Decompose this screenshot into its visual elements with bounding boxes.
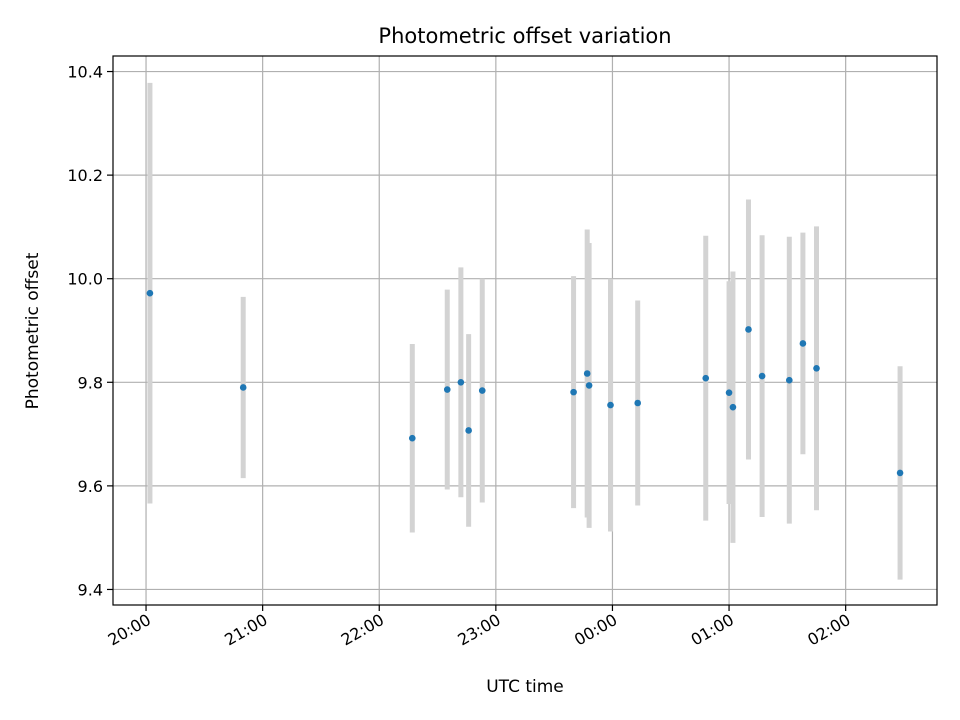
data-point xyxy=(465,427,472,434)
y-axis-label: Photometric offset xyxy=(23,252,43,409)
plot-frame xyxy=(112,55,938,606)
data-point xyxy=(443,386,451,393)
data-point xyxy=(702,374,710,382)
x-tick-label: 01:00 xyxy=(688,610,737,650)
x-tick-label: 23:00 xyxy=(454,610,503,650)
data-point xyxy=(146,289,154,297)
data-point xyxy=(478,387,486,394)
data-point xyxy=(725,389,733,396)
data-point xyxy=(585,382,593,389)
y-tick-label: 9.8 xyxy=(78,373,103,392)
data-point xyxy=(813,365,820,372)
x-tick-label: 00:00 xyxy=(571,610,620,650)
data-point xyxy=(607,401,614,409)
data-points xyxy=(146,289,904,477)
x-tick-label: 20:00 xyxy=(105,610,154,650)
data-point xyxy=(239,384,247,391)
y-axis-ticks: 9.4 9.6 9.8 10.0 10.2 10.4 xyxy=(67,63,113,599)
y-tick-label: 10.4 xyxy=(67,63,103,82)
x-axis-ticks: 20:00 21:00 22:00 23:00 00:00 01:00 02:00 xyxy=(105,605,854,650)
data-point xyxy=(570,388,577,396)
grid xyxy=(113,56,937,605)
y-tick-label: 9.4 xyxy=(78,580,103,599)
chart-title: Photometric offset variation xyxy=(378,24,671,48)
y-tick-label: 10.2 xyxy=(67,166,103,185)
data-point xyxy=(896,469,904,477)
data-point xyxy=(408,434,416,442)
x-axis-label: UTC time xyxy=(486,677,564,697)
y-tick-label: 9.6 xyxy=(78,477,103,496)
x-tick-label: 02:00 xyxy=(804,610,853,650)
data-point xyxy=(799,340,807,347)
data-point xyxy=(745,326,752,333)
data-point xyxy=(583,370,591,377)
x-tick-label: 21:00 xyxy=(221,610,270,650)
data-point xyxy=(634,399,642,407)
data-point xyxy=(758,372,766,380)
data-point xyxy=(729,403,737,411)
x-tick-label: 22:00 xyxy=(338,610,387,650)
data-point xyxy=(457,378,465,386)
y-tick-label: 10.0 xyxy=(67,270,103,289)
data-point xyxy=(786,376,793,384)
